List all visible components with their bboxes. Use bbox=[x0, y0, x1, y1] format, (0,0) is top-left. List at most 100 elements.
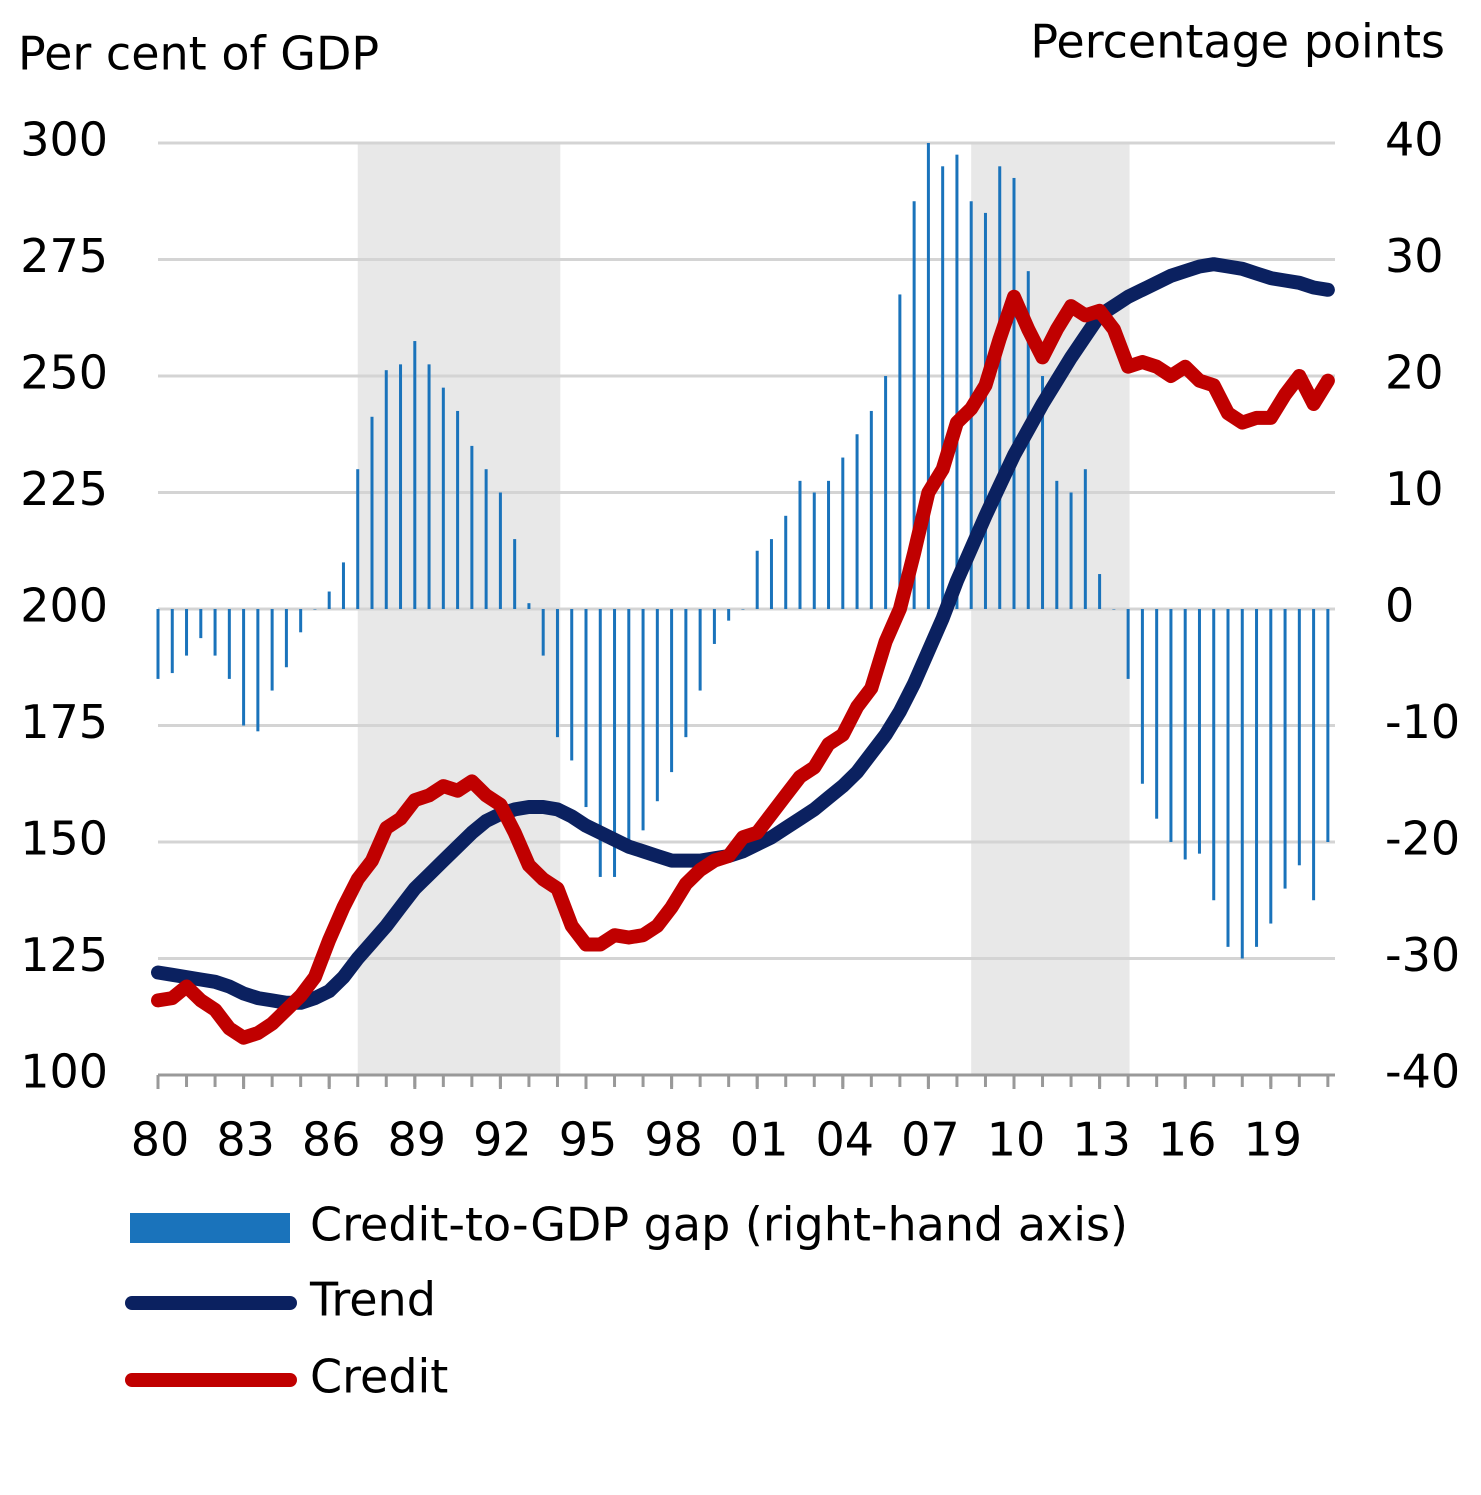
gap-bar bbox=[912, 201, 916, 609]
y-tick-label: 175 bbox=[20, 695, 108, 749]
gap-bar bbox=[199, 609, 203, 639]
gap-bar bbox=[1169, 609, 1173, 842]
x-tick-label: 89 bbox=[388, 1113, 447, 1167]
gap-bar bbox=[484, 469, 488, 609]
x-tick-label: 86 bbox=[302, 1113, 361, 1167]
y-tick-label: 200 bbox=[20, 579, 108, 633]
y2-tick-label: -20 bbox=[1385, 812, 1460, 866]
gap-bar bbox=[356, 469, 360, 609]
gap-bar bbox=[1012, 177, 1016, 609]
gap-bar bbox=[284, 609, 288, 668]
gap-bar bbox=[527, 603, 531, 609]
y2-tick-label: -40 bbox=[1385, 1045, 1460, 1099]
gap-bar bbox=[613, 609, 617, 877]
gap-bar bbox=[399, 364, 403, 609]
gap-bar bbox=[270, 609, 274, 691]
y-tick-label: 300 bbox=[20, 113, 108, 167]
gap-bar bbox=[1041, 376, 1045, 609]
x-tick-label: 95 bbox=[559, 1113, 618, 1167]
y2-axis-title: Percentage points bbox=[1030, 15, 1445, 69]
y2-tick-label: -30 bbox=[1385, 928, 1460, 982]
gap-bar bbox=[1255, 609, 1259, 947]
gap-bar bbox=[384, 370, 388, 609]
gap-bar bbox=[541, 609, 545, 656]
y-axis-title: Per cent of GDP bbox=[18, 27, 379, 81]
gap-bar bbox=[1140, 609, 1144, 784]
gap-bar bbox=[313, 609, 317, 610]
gap-bar bbox=[684, 609, 688, 738]
gap-bar bbox=[513, 539, 517, 609]
legend-swatch bbox=[130, 1213, 290, 1243]
x-tick-label: 01 bbox=[730, 1113, 789, 1167]
line-1 bbox=[151, 257, 1335, 1010]
x-tick-label: 04 bbox=[816, 1113, 875, 1167]
gap-bar bbox=[727, 609, 731, 621]
x-tick-label: 92 bbox=[473, 1113, 532, 1167]
gap-bar bbox=[941, 166, 945, 610]
legend-label: Credit bbox=[310, 1350, 448, 1404]
gap-bar bbox=[1297, 609, 1301, 866]
gap-bar bbox=[641, 609, 645, 831]
gap-bar bbox=[1155, 609, 1159, 819]
y2-tick-label: 0 bbox=[1385, 579, 1414, 633]
gap-bar bbox=[1212, 609, 1216, 901]
gap-bar bbox=[898, 294, 902, 609]
gap-bar bbox=[926, 143, 930, 609]
gap-bar bbox=[983, 212, 987, 609]
gap-bar bbox=[1326, 609, 1330, 842]
gap-bar bbox=[570, 609, 574, 761]
y-tick-label: 100 bbox=[20, 1045, 108, 1099]
y-tick-label: 125 bbox=[20, 928, 108, 982]
x-tick-label: 07 bbox=[901, 1113, 960, 1167]
gap-bar bbox=[869, 410, 873, 609]
y2-tick-label: 30 bbox=[1385, 229, 1444, 283]
y-tick-label: 225 bbox=[20, 462, 108, 516]
gap-bar bbox=[955, 154, 959, 609]
gap-bar bbox=[441, 387, 445, 609]
legend-label: Trend bbox=[309, 1273, 436, 1327]
gap-bar bbox=[1055, 480, 1059, 609]
x-tick-label: 80 bbox=[131, 1113, 190, 1167]
gap-bar bbox=[627, 609, 631, 854]
gap-bar bbox=[327, 591, 331, 609]
gap-bar bbox=[498, 492, 502, 609]
y2-tick-label: -10 bbox=[1385, 695, 1460, 749]
x-tick-label: 13 bbox=[1072, 1113, 1131, 1167]
gap-bar bbox=[470, 445, 474, 609]
gap-bar bbox=[1240, 609, 1244, 959]
gap-bar bbox=[555, 609, 559, 738]
y2-tick-label: 20 bbox=[1385, 346, 1444, 400]
gap-bar bbox=[156, 609, 160, 679]
gap-bar bbox=[242, 609, 246, 726]
gap-bar bbox=[1283, 609, 1287, 889]
x-tick-label: 19 bbox=[1244, 1113, 1303, 1167]
gap-bar bbox=[741, 609, 745, 610]
gap-bar bbox=[1183, 609, 1187, 860]
gap-bar bbox=[712, 609, 716, 644]
gap-bar bbox=[698, 609, 702, 691]
gap-bar bbox=[427, 364, 431, 609]
x-tick-label: 98 bbox=[644, 1113, 703, 1167]
gap-bar bbox=[185, 609, 189, 656]
gap-bar bbox=[998, 166, 1002, 610]
gap-bar bbox=[1269, 609, 1273, 924]
gap-bar bbox=[855, 434, 859, 609]
x-tick-label: 16 bbox=[1158, 1113, 1217, 1167]
y-tick-label: 150 bbox=[20, 812, 108, 866]
gap-bar bbox=[256, 609, 260, 732]
gap-bar bbox=[370, 416, 374, 609]
gap-bar bbox=[1126, 609, 1130, 679]
gap-bar bbox=[798, 480, 802, 609]
gap-bar bbox=[413, 341, 417, 609]
gap-bar bbox=[227, 609, 231, 679]
gap-bar bbox=[1098, 574, 1102, 609]
gap-bar bbox=[213, 609, 217, 656]
x-tick-label: 83 bbox=[216, 1113, 275, 1167]
gap-bar bbox=[1226, 609, 1230, 947]
gap-bar bbox=[841, 457, 845, 609]
y-tick-label: 250 bbox=[20, 346, 108, 400]
gap-bar bbox=[598, 609, 602, 877]
gap-bar bbox=[655, 609, 659, 802]
gap-bar bbox=[1312, 609, 1316, 901]
